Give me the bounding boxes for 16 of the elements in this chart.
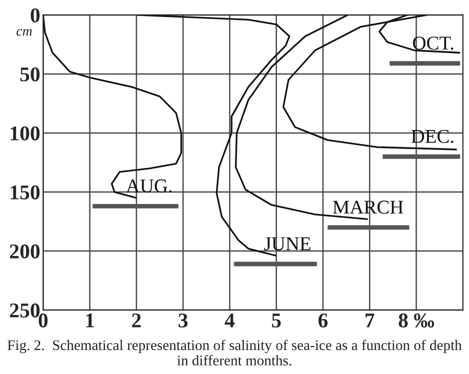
x-tick-label: 7 bbox=[366, 314, 374, 328]
x-tick-label: 2 bbox=[132, 313, 141, 328]
y-tick-label: 50 bbox=[20, 67, 40, 82]
y-axis-title: cm bbox=[16, 29, 32, 36]
x-tick-label: 6 bbox=[318, 313, 328, 328]
y-tick-label: 150 bbox=[10, 185, 40, 200]
x-tick-label: 3 bbox=[178, 313, 188, 328]
y-tick-label: 250 bbox=[10, 303, 40, 318]
x-tick-label: 4 bbox=[224, 314, 235, 328]
x-tick-label: 1 bbox=[86, 314, 94, 328]
y-tick-label: 0 bbox=[30, 8, 40, 22]
x-tick-label: 8 ‰ bbox=[398, 313, 434, 328]
y-tick-label: 100 bbox=[10, 126, 40, 140]
caption: Fig. 2. Schematical representation of salinity of sea-ice as a function of depth in different months. bbox=[8, 340, 462, 366]
y-tick-label: 200 bbox=[10, 244, 40, 258]
x-tick-label: 5 bbox=[272, 314, 281, 328]
